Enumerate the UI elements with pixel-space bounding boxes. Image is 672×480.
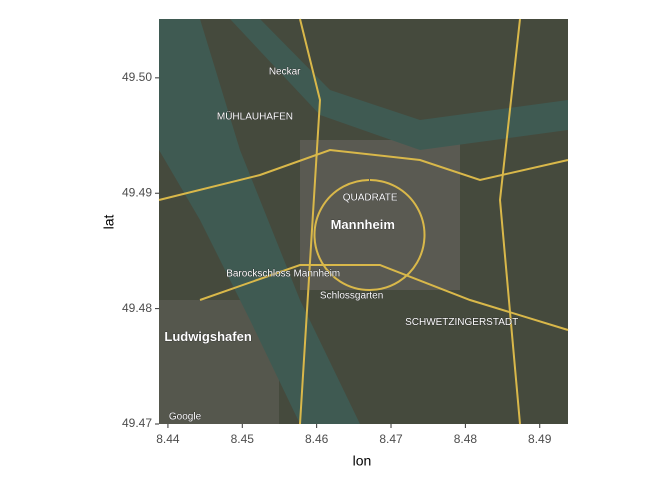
x-tick-label: 8.48 [454,432,478,446]
map-label: Ludwigshafen [164,329,251,344]
map-label: SCHWETZINGERSTADT [405,317,518,328]
y-tick-label: 49.48 [122,301,152,315]
x-axis-label: lon [353,453,372,469]
x-tick-label: 8.45 [231,432,255,446]
y-axis-label: lat [101,215,117,230]
map-label: Neckar [269,67,301,78]
y-tick-label: 49.47 [122,416,152,430]
y-tick-label: 49.49 [122,185,152,199]
x-tick-label: 8.46 [305,432,329,446]
map-label: MÜHLAUHAFEN [217,111,293,123]
map-label: QUADRATE [343,192,398,203]
map-label: Schlossgarten [320,291,383,302]
map-label: Google [169,412,202,423]
x-tick-label: 8.49 [528,432,552,446]
map-image [158,18,569,425]
map-label: Mannheim [331,217,395,232]
x-tick-label: 8.44 [156,432,180,446]
x-tick-label: 8.47 [379,432,403,446]
y-tick-label: 49.50 [122,70,152,84]
map-label: Barockschloss Mannheim [226,269,340,280]
